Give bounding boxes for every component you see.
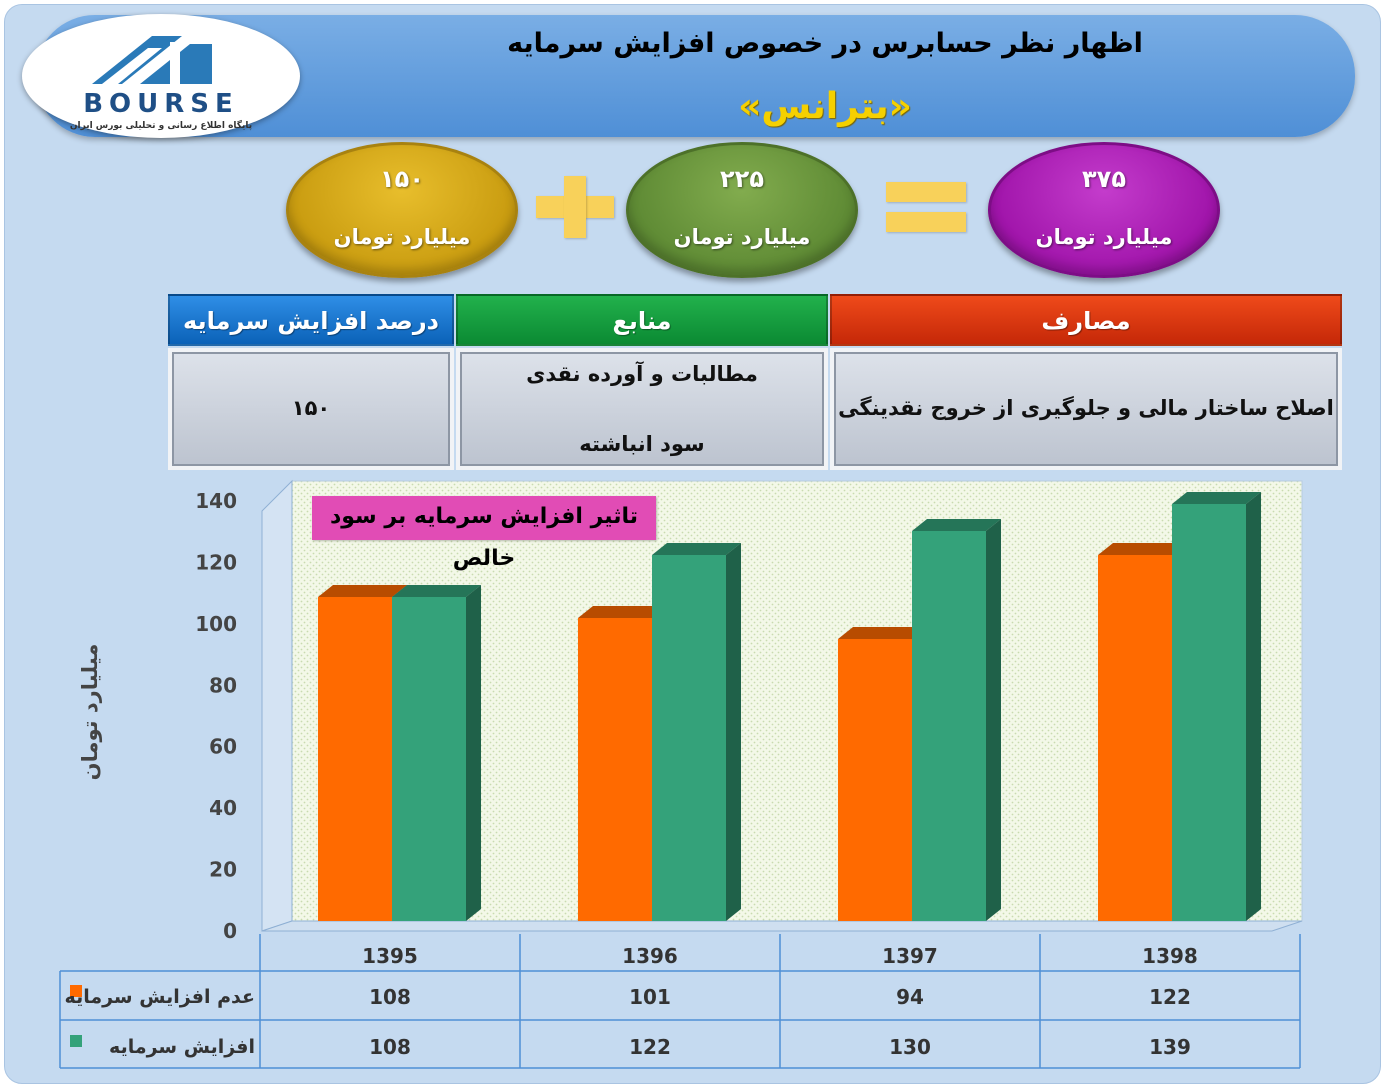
- bar-top: [652, 543, 741, 555]
- data-value: 101: [629, 985, 671, 1009]
- bar-front: [838, 639, 912, 921]
- legend-label: افزایش سرمایه: [109, 1036, 255, 1058]
- x-tick-label: 1395: [362, 944, 418, 968]
- bar-side: [466, 585, 481, 921]
- bar-front: [392, 597, 466, 921]
- y-axis-ticks: 0 20 40 60 80 100 120 140: [195, 489, 237, 943]
- ellipse-middle-amount: ۲۲۵ میلیارد تومان: [626, 142, 858, 278]
- ellipse-right-amount: ۳۷۵ میلیارد تومان: [988, 142, 1220, 278]
- bar-side: [986, 519, 1001, 921]
- chart-title: تاثیر افزایش سرمایه بر سود خالص: [312, 496, 656, 571]
- bar-top: [578, 606, 667, 618]
- legend-label: عدم افزایش سرمایه: [65, 986, 255, 1008]
- source-item-1: مطالبات و آورده نقدی: [526, 362, 758, 386]
- ellipse-left-amount: ۱۵۰ میلیارد تومان: [286, 142, 518, 278]
- bar-front: [1098, 555, 1172, 921]
- logo-tagline: پایگاه اطلاع رسانی و تحلیلی بورس ایران: [70, 119, 252, 131]
- y-tick-label: 20: [209, 858, 237, 882]
- y-tick-label: 0: [223, 919, 237, 943]
- ellipse-left-unit: میلیارد تومان: [333, 225, 471, 249]
- company-name: «بترانس»: [738, 86, 912, 127]
- bar-front: [1172, 504, 1246, 921]
- bars: [318, 492, 1261, 921]
- bar: [652, 543, 741, 921]
- y-tick-label: 140: [195, 489, 237, 513]
- source-item-2: سود انباشته: [579, 432, 705, 456]
- plus-icon-vertical: [564, 176, 586, 238]
- ellipse-right-value: ۳۷۵: [1082, 165, 1126, 193]
- x-tick-label: 1398: [1142, 944, 1198, 968]
- bar-top: [838, 627, 927, 639]
- y-axis-label-box: میلیارد تومان: [70, 644, 110, 790]
- y-tick-label: 100: [195, 612, 237, 636]
- data-value: 130: [889, 1035, 931, 1059]
- equals-icon: [886, 182, 966, 202]
- bar-side: [726, 543, 741, 921]
- logo-text: BOURSE: [83, 89, 239, 119]
- ellipse-right-unit: میلیارد تومان: [1035, 225, 1173, 249]
- x-tick-label: 1396: [622, 944, 678, 968]
- header-uses: مصارف: [830, 294, 1342, 346]
- y-tick-label: 120: [195, 550, 237, 574]
- cell-percent: ۱۵۰: [168, 348, 454, 470]
- data-value: 108: [369, 1035, 411, 1059]
- bar-top: [318, 585, 407, 597]
- page-title: اظهار نظر حسابرس در خصوص افزایش سرمایه: [507, 28, 1143, 59]
- y-tick-label: 80: [209, 673, 237, 697]
- x-tick-label: 1397: [882, 944, 938, 968]
- legend-swatch: [70, 1035, 82, 1047]
- data-value: 122: [629, 1035, 671, 1059]
- bar-top: [1098, 543, 1187, 555]
- data-value: 94: [896, 985, 924, 1009]
- cell-sources: مطالبات و آورده نقدی سود انباشته: [456, 348, 828, 470]
- data-value: 108: [369, 985, 411, 1009]
- data-table: 1395 1396 1397 1398 عدم افزایش سرمایه 108 101 9…: [59, 934, 1301, 1069]
- ellipse-middle-value: ۲۲۵: [720, 165, 764, 193]
- data-value: 139: [1149, 1035, 1191, 1059]
- bar: [392, 585, 481, 921]
- y-tick-label: 60: [209, 735, 237, 759]
- bar-side: [1246, 492, 1261, 921]
- ellipse-left-value: ۱۵۰: [380, 165, 424, 193]
- plot-floor: [261, 920, 1303, 932]
- legend-swatch: [70, 985, 82, 997]
- cell-uses: اصلاح ساختار مالی و جلوگیری از خروج نقدی…: [830, 348, 1342, 470]
- bar-top: [912, 519, 1001, 531]
- data-value: 122: [1149, 985, 1191, 1009]
- logo-mark-icon: [92, 36, 212, 84]
- header-percent: درصد افزایش سرمایه: [168, 294, 454, 346]
- percent-value: ۱۵۰: [291, 396, 331, 420]
- bar-top: [392, 585, 481, 597]
- uses-text: اصلاح ساختار مالی و جلوگیری از خروج نقدی…: [838, 396, 1334, 420]
- header-sources: منابع: [456, 294, 828, 346]
- bar: [318, 585, 407, 921]
- ellipse-middle-unit: میلیارد تومان: [673, 225, 811, 249]
- bar: [1172, 492, 1261, 921]
- y-tick-label: 40: [209, 796, 237, 820]
- bar-front: [652, 555, 726, 921]
- bar-front: [578, 618, 652, 921]
- plot-side-wall: [261, 479, 293, 932]
- bar: [912, 519, 1001, 921]
- bar-front: [912, 531, 986, 921]
- bar-front: [318, 597, 392, 921]
- y-axis-label: میلیارد تومان: [78, 643, 102, 781]
- equals-icon-lower: [886, 212, 966, 232]
- logo: BOURSE پایگاه اطلاع رسانی و تحلیلی بورس …: [22, 14, 300, 138]
- bar-top: [1172, 492, 1261, 504]
